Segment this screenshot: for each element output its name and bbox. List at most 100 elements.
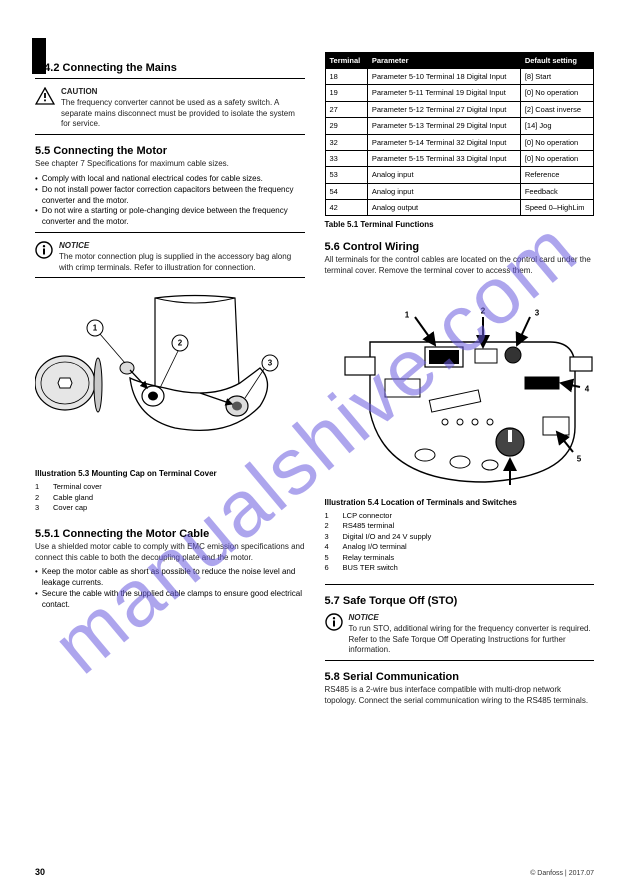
legend-row: 4 Analog I/O terminal [325, 542, 595, 553]
table-cell: Reference [520, 167, 593, 183]
footer-text: © Danfoss | 2017.07 [530, 870, 594, 877]
table-cell: 33 [325, 150, 367, 166]
legend-num: 1 [325, 511, 337, 522]
fig-caption-text: Mounting Cap on Terminal Cover [91, 469, 216, 478]
figure-legend: 1Terminal cover 2Cable gland 3Cover cap [35, 482, 305, 514]
warning-icon [35, 87, 55, 105]
list-item: •Secure the cable with the supplied cabl… [35, 589, 305, 611]
legend-num: 4 [325, 542, 337, 553]
legend-text: Cover cap [53, 503, 87, 514]
table-row: 33Parameter 5-15 Terminal 33 Digital Inp… [325, 150, 594, 166]
paragraph: All terminals for the control cables are… [325, 255, 595, 277]
heading-number: 5.5 [35, 145, 50, 157]
table-row: 27Parameter 5-12 Terminal 27 Digital Inp… [325, 101, 594, 117]
divider [325, 584, 595, 585]
table-cell: Speed 0–HighLim [520, 200, 593, 216]
paragraph: See chapter 7 Specifications for maximum… [35, 159, 305, 170]
section-heading: 5.5.1 Connecting the Motor Cable [35, 528, 305, 540]
paragraph: RS485 is a 2-wire bus interface compatib… [325, 685, 595, 707]
table-cell: Parameter 5-12 Terminal 27 Digital Input [367, 101, 520, 117]
heading-number: 5.4.2 [35, 62, 59, 74]
legend-num: 2 [325, 521, 337, 532]
heading-text: Serial Communication [343, 671, 459, 683]
list-item: •Do not install power factor correction … [35, 185, 305, 207]
table-cell: Analog input [367, 183, 520, 199]
table-cell: [0] No operation [520, 134, 593, 150]
left-column: 5.4.2 Connecting the Mains CAUTION The f… [35, 52, 305, 707]
terminal-table: Terminal Parameter Default setting 18Par… [325, 52, 595, 216]
svg-text:1: 1 [404, 310, 409, 319]
notice-label: NOTICE [59, 241, 305, 252]
legend-text: Digital I/O and 24 V supply [343, 532, 432, 543]
fig-number: 5.3 [78, 469, 89, 478]
table-cell: Parameter 5-14 Terminal 32 Digital Input [367, 134, 520, 150]
section-heading: 5.7 Safe Torque Off (STO) [325, 595, 595, 607]
info-icon [35, 241, 53, 259]
info-icon [325, 613, 343, 631]
divider [35, 277, 305, 278]
legend-text: Analog I/O terminal [343, 542, 407, 553]
fig-number: 5.4 [368, 498, 379, 507]
list-item: •Comply with local and national electric… [35, 174, 305, 185]
info-body: The motor connection plug is supplied in… [59, 252, 305, 274]
legend-row: 3Digital I/O and 24 V supply [325, 532, 595, 543]
table-cell: [0] No operation [520, 85, 593, 101]
table-cell: Feedback [520, 183, 593, 199]
legend-text: BUS TER switch [343, 563, 398, 574]
page-content: 5.4.2 Connecting the Mains CAUTION The f… [0, 0, 629, 893]
table-row: 32Parameter 5-14 Terminal 32 Digital Inp… [325, 134, 594, 150]
divider [325, 660, 595, 661]
table-row: 42Analog outputSpeed 0–HighLim [325, 200, 594, 216]
table-cell: Parameter 5-15 Terminal 33 Digital Input [367, 150, 520, 166]
legend-row: 1 LCP connector [325, 511, 595, 522]
legend-text: Relay terminals [343, 553, 395, 564]
table-cell: [2] Coast inverse [520, 101, 593, 117]
table-cell: 42 [325, 200, 367, 216]
table-cell: Parameter 5-10 Terminal 18 Digital Input [367, 69, 520, 85]
table-cell: 18 [325, 69, 367, 85]
section-heading: 5.4.2 Connecting the Mains [35, 62, 305, 74]
heading-number: 5.7 [325, 595, 340, 607]
heading-number: 5.5.1 [35, 528, 59, 540]
legend-num: 6 [325, 563, 337, 574]
table-cell: [0] No operation [520, 150, 593, 166]
svg-text:2: 2 [480, 306, 485, 315]
table-caption-text: Terminal Functions [360, 220, 433, 229]
legend-text: Cable gland [53, 493, 93, 504]
svg-text:4: 4 [584, 384, 589, 393]
svg-text:3: 3 [534, 308, 539, 317]
legend-text: RS485 terminal [343, 521, 395, 532]
table-row: 53Analog inputReference [325, 167, 594, 183]
legend-text: LCP connector [343, 511, 392, 522]
section-heading: 5.8 Serial Communication [325, 671, 595, 683]
legend-text: Terminal cover [53, 482, 102, 493]
table-cell: Analog output [367, 200, 520, 216]
section-heading: 5.5 Connecting the Motor [35, 145, 305, 157]
info-body: To run STO, additional wiring for the fr… [349, 624, 595, 656]
table-cell: Analog input [367, 167, 520, 183]
table-row: 29Parameter 5-13 Terminal 29 Digital Inp… [325, 118, 594, 134]
notice-label: NOTICE [349, 613, 595, 624]
table-cell: [14] Jog [520, 118, 593, 134]
figure-caption: Illustration 5.3 Mounting Cap on Termina… [35, 469, 305, 478]
figure-terminal-cover: 1 2 3 [35, 288, 305, 463]
heading-number: 5.8 [325, 671, 340, 683]
caution-body: The frequency converter cannot be used a… [61, 98, 305, 130]
table-cell: [8] Start [520, 69, 593, 85]
fig-caption-text: Location of Terminals and Switches [381, 498, 517, 507]
heading-text: Connecting the Motor Cable [63, 528, 210, 540]
legend-num: 3 [35, 503, 47, 514]
legend-row: 5 Relay terminals [325, 553, 595, 564]
legend-row: 6 BUS TER switch [325, 563, 595, 574]
table-row: 19Parameter 5-11 Terminal 19 Digital Inp… [325, 85, 594, 101]
bullet-text: Secure the cable with the supplied cable… [42, 589, 305, 611]
svg-text:2: 2 [178, 339, 183, 348]
legend-num: 5 [325, 553, 337, 564]
figure-caption: Illustration 5.4 Location of Terminals a… [325, 498, 595, 507]
heading-text: Connecting the Motor [53, 145, 167, 157]
table-row: 18Parameter 5-10 Terminal 18 Digital Inp… [325, 69, 594, 85]
table-cell: 54 [325, 183, 367, 199]
svg-text:1: 1 [93, 324, 98, 333]
table-cell: 19 [325, 85, 367, 101]
table-header: Terminal [325, 53, 367, 69]
